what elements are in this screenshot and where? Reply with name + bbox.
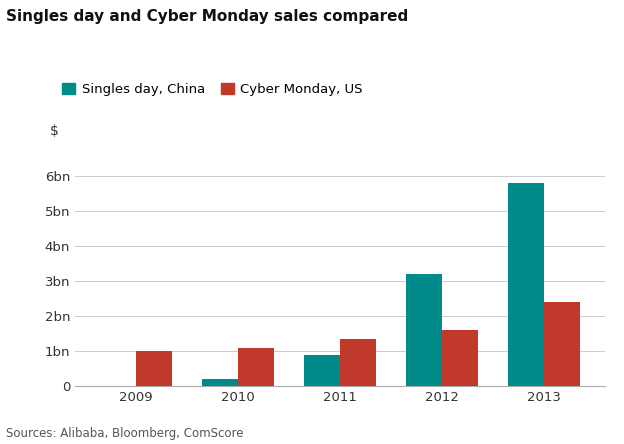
- Bar: [340, 339, 376, 386]
- Text: $: $: [50, 123, 59, 138]
- Text: Sources: Alibaba, Bloomberg, ComScore: Sources: Alibaba, Bloomberg, ComScore: [6, 427, 244, 440]
- Bar: [406, 274, 442, 386]
- Bar: [202, 379, 238, 386]
- Bar: [509, 183, 544, 386]
- Bar: [305, 355, 340, 386]
- Text: Singles day and Cyber Monday sales compared: Singles day and Cyber Monday sales compa…: [6, 9, 409, 24]
- Legend: Singles day, China, Cyber Monday, US: Singles day, China, Cyber Monday, US: [57, 78, 368, 101]
- Bar: [544, 302, 580, 386]
- Bar: [238, 348, 274, 386]
- Bar: [136, 351, 172, 386]
- Bar: [442, 330, 478, 386]
